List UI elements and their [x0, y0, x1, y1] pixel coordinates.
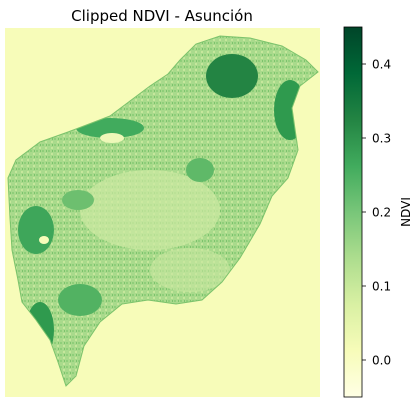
vegetation-west [18, 206, 54, 254]
colorbar-tick-label: 0.4 [372, 58, 391, 72]
colorbar-ticks: 0.0 0.1 0.2 0.3 0.4 [362, 58, 391, 368]
colorbar-tick-label: 0.1 [372, 280, 391, 294]
map-title: Clipped NDVI - Asunción [71, 7, 253, 25]
urban-zone-south [150, 248, 230, 292]
colorbar-tick-label: 0.0 [372, 354, 391, 368]
urban-core [80, 170, 220, 250]
water-patch-north [100, 133, 124, 143]
colorbar-label: NDVI [399, 197, 413, 227]
colorbar-tick-label: 0.3 [372, 132, 391, 146]
colorbar: 0.0 0.1 0.2 0.3 0.4 NDVI [343, 26, 413, 398]
colorbar-tick-label: 0.2 [372, 206, 391, 220]
colorbar-gradient [343, 26, 363, 398]
ndvi-map [5, 28, 320, 397]
park-northeast [206, 54, 258, 98]
vegetation-center [186, 158, 214, 182]
vegetation-center-west [62, 190, 94, 210]
city-boundary [7, 35, 319, 387]
vegetation-south [58, 284, 102, 316]
water-patch [39, 236, 49, 244]
